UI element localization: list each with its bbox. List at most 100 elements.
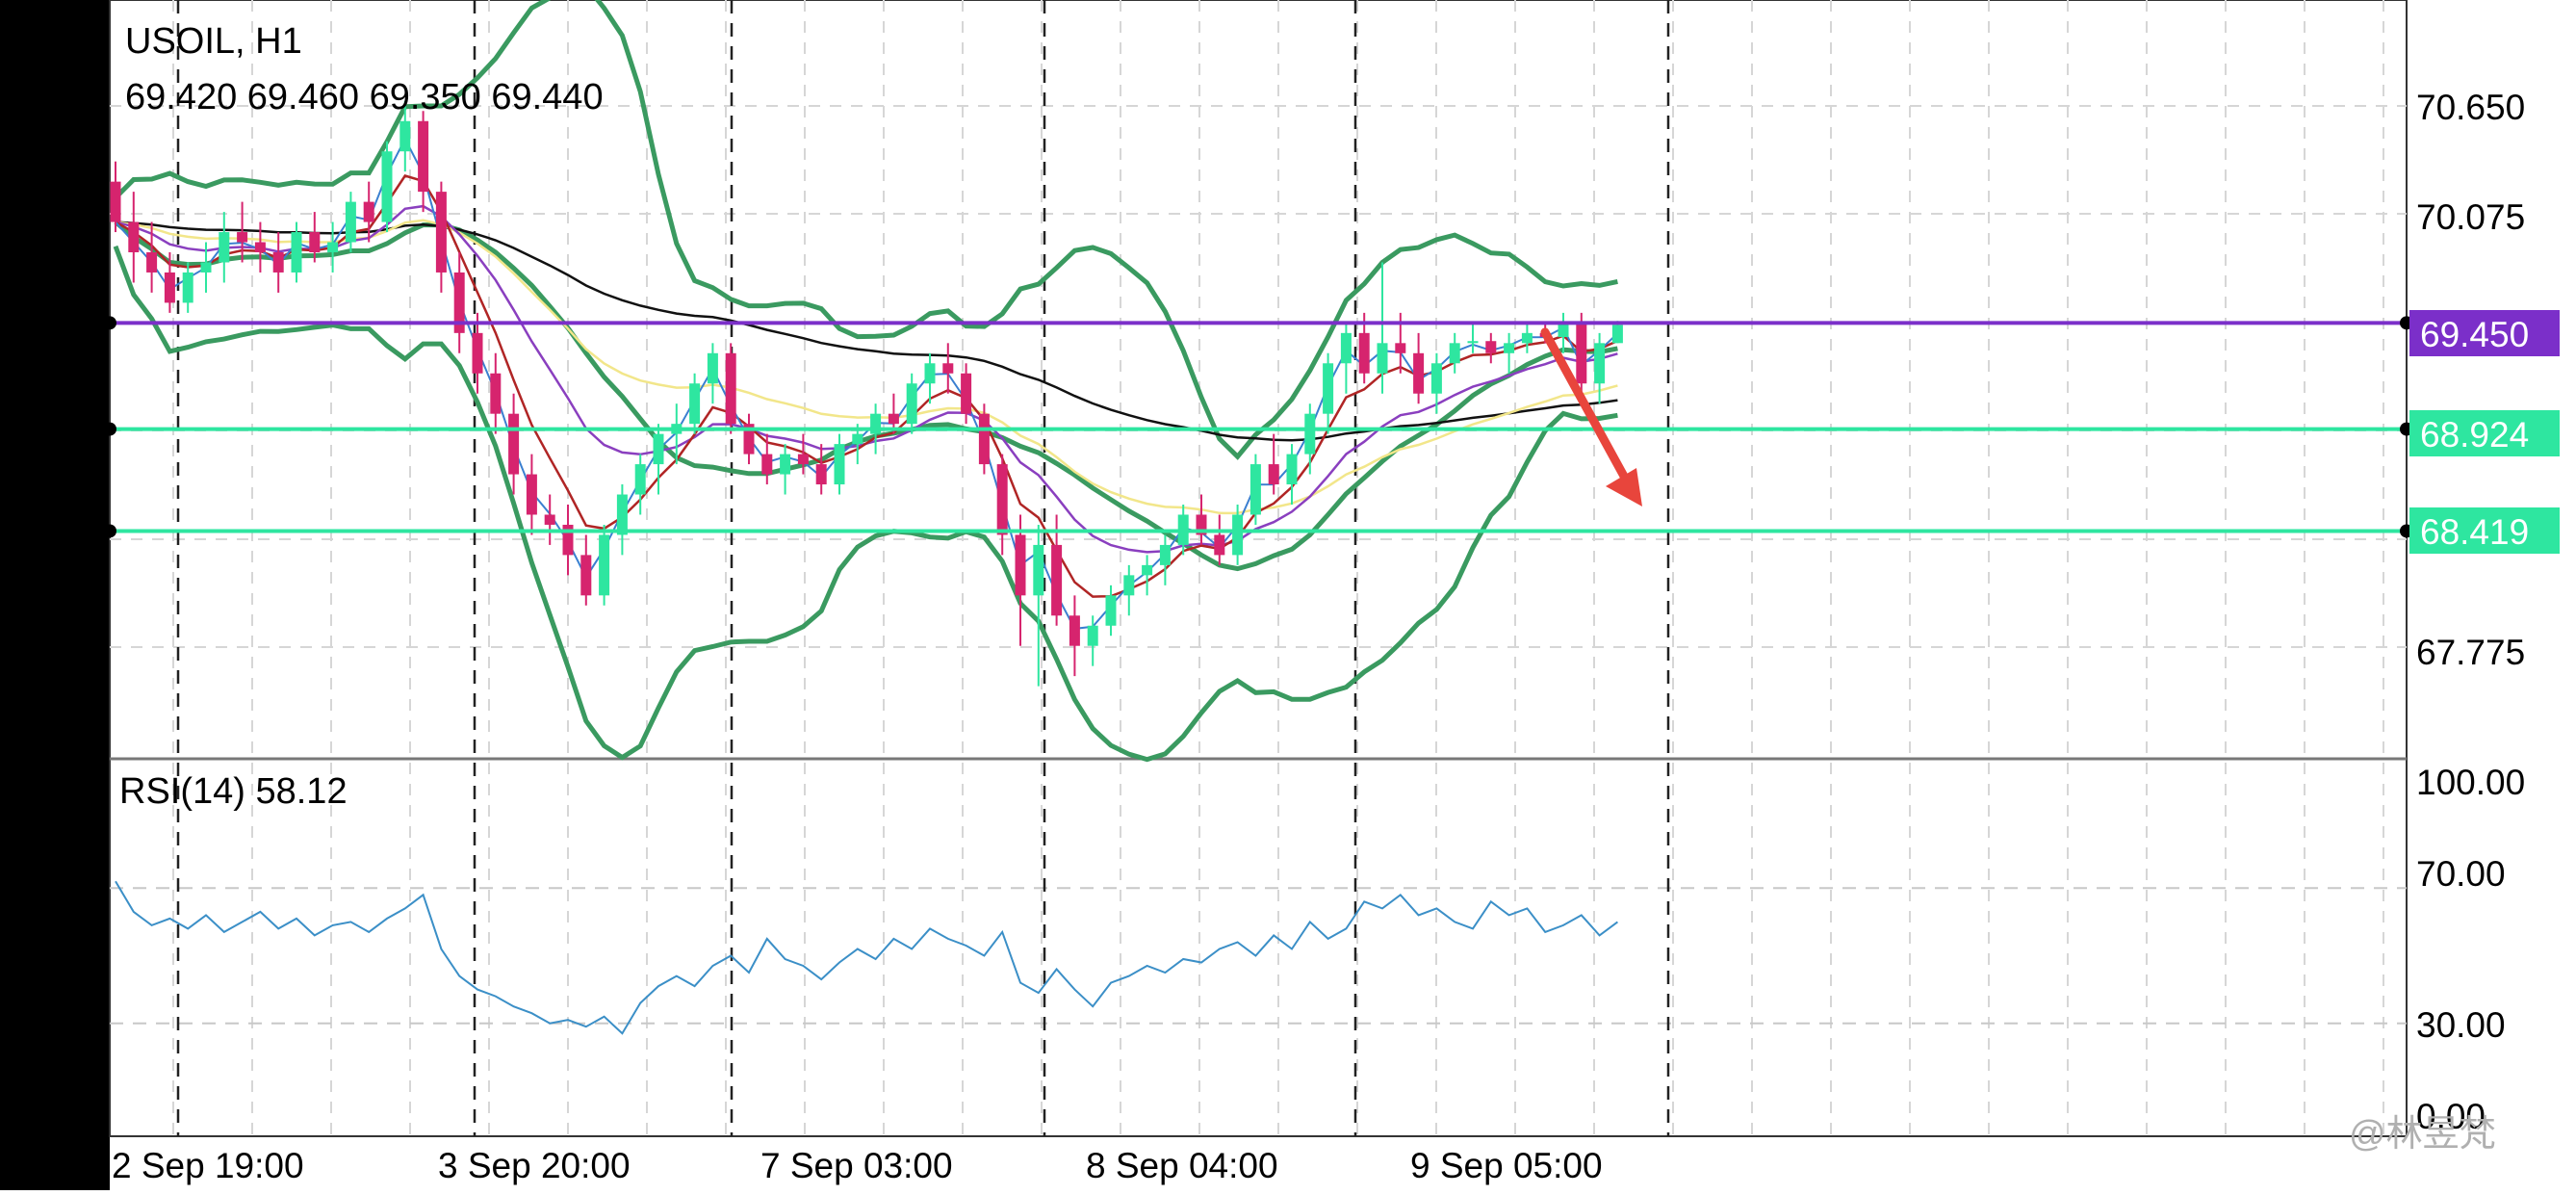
candle-body [1594,343,1606,384]
candle-body [128,221,140,252]
plot-frame [109,0,2408,1137]
candle-body [381,151,393,222]
ohlc-label: 69.420 69.460 69.350 69.440 [125,77,604,117]
price-badge-label: 68.419 [2420,512,2529,552]
y-tick-label: 67.775 [2416,633,2525,672]
rsi-title: RSI(14) 58.12 [119,771,348,812]
candle-body [870,413,882,434]
candle-body [1377,343,1388,374]
candle-body [1611,325,1623,344]
candle-body [906,383,917,425]
rsi-tick-label: 100.00 [2416,763,2525,802]
candle-body [1304,413,1316,455]
rsi-layer [115,880,1618,1035]
candle-body [761,454,773,475]
candle-body [689,383,701,425]
price-badge-69450: 69.450 [2409,310,2560,356]
candle-body [1123,575,1135,596]
rsi-tick-label: 0.00 [2416,1097,2486,1136]
candle-body [725,352,736,425]
candle-body [1249,464,1261,515]
price-badge-68924: 68.924 [2409,410,2560,456]
candle-body [743,424,755,455]
candle-body [834,444,845,485]
candle-body [1323,363,1334,414]
candle-body [418,120,429,193]
candle-body [544,514,555,525]
candle-body [146,252,158,273]
ma-line-red [115,174,1618,598]
candle-body [1051,544,1063,616]
candle-body [1576,323,1587,384]
candle-body [707,352,718,384]
price-line-anchor [103,422,116,436]
candle-body [1467,341,1479,344]
candle-body [1413,352,1425,394]
candle-body [996,464,1008,535]
candle-body [490,373,502,414]
bollinger-middle [114,220,1618,572]
candle-body [200,262,212,273]
price-line-anchor [103,524,116,538]
bollinger-lower [113,245,1618,763]
x-tick-label: 2 Sep 19:00 [112,1146,304,1185]
candle-body [526,474,537,515]
price-line-anchor [103,316,116,330]
bollinger-bands [113,0,1618,763]
watermark: @林昱梵 [2349,1114,2496,1155]
price-badge-label: 69.450 [2420,315,2529,354]
candle-body [1159,544,1171,565]
candle-body [797,454,809,465]
symbol-label: USOIL, H1 [125,21,302,62]
rsi-tick-label: 70.00 [2416,854,2506,894]
candle-body [1358,332,1370,374]
candle-body [182,272,193,303]
candle-body [1485,341,1497,353]
candle-body [327,242,339,252]
candle-body [291,232,302,273]
candle-body [254,242,266,252]
candle-body [219,232,230,263]
candle-body [345,201,356,243]
candle-body [961,373,972,414]
x-tick-label: 9 Sep 05:00 [1410,1146,1603,1185]
candle-body [1232,514,1244,556]
candle-body [309,232,321,252]
candle-body [1015,534,1026,596]
candle-body [942,363,954,374]
candle-body [1087,625,1098,646]
left-black-strip [0,0,110,1190]
x-tick-label: 3 Sep 20:00 [438,1146,631,1185]
candle-body [1069,615,1080,646]
candle-body [508,413,520,475]
candle-body [1504,343,1515,353]
bollinger-upper [114,0,1618,460]
candle-body [852,433,863,445]
price-lines-layer [103,316,2413,538]
price-badge-68419: 68.419 [2409,507,2560,554]
candle-body [815,464,827,485]
candle-body [580,555,592,596]
candle-body [1340,332,1352,364]
candle-body [616,494,628,535]
candle-body [653,433,664,465]
candle-body [1142,564,1153,576]
candle-body [924,363,936,384]
price-badge-label: 68.924 [2420,415,2529,455]
down-arrow-icon [1540,327,1642,507]
candle-body [1105,595,1117,626]
candle-body [1033,544,1044,596]
candle-body [634,464,646,495]
y-tick-label: 70.075 [2416,197,2525,237]
candle-body [780,454,791,475]
candle-body [1449,343,1460,364]
candle-body [1214,534,1225,556]
candle-body [1558,323,1569,338]
candle-body [453,272,465,333]
candle-body [1286,454,1298,485]
candle-body [110,181,121,222]
rsi-line [115,880,1618,1035]
x-tick-label: 7 Sep 03:00 [760,1146,953,1185]
